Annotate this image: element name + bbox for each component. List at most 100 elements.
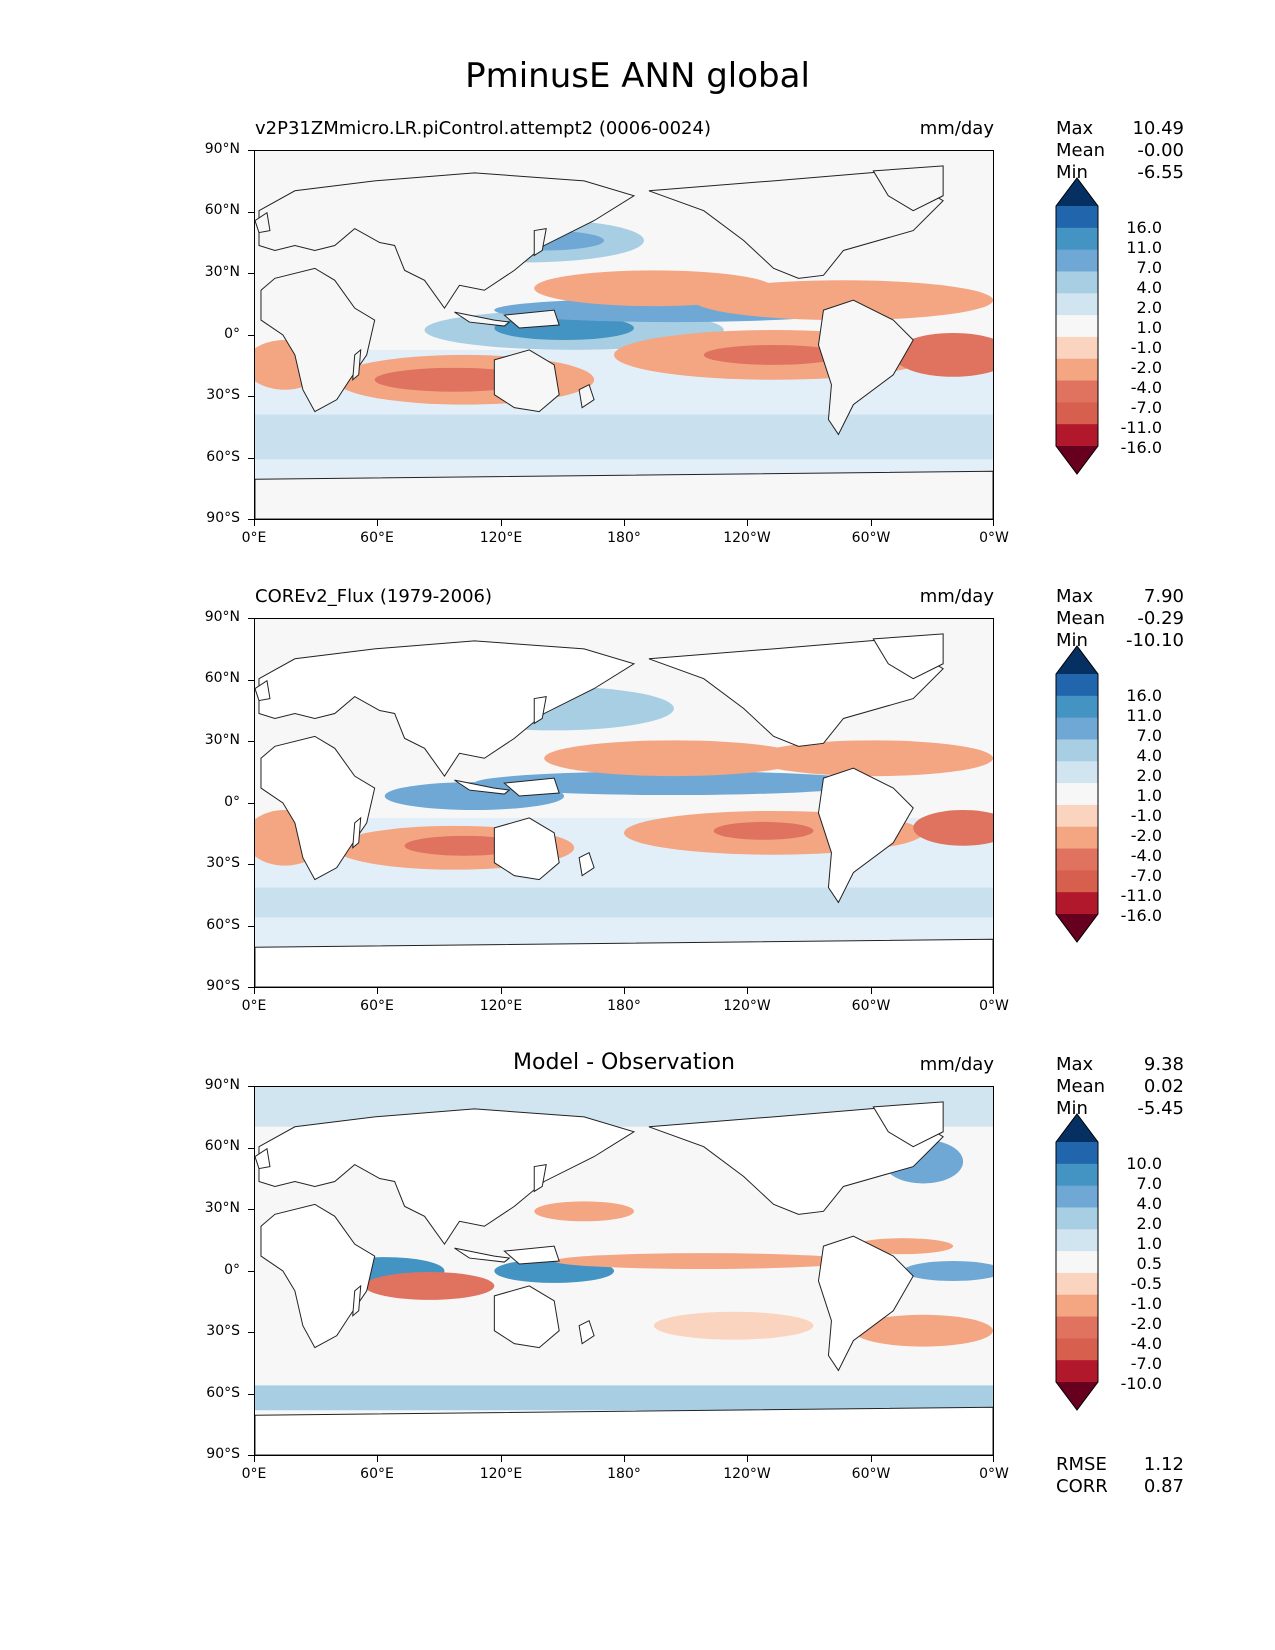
colorbar-label: -4.0	[1130, 1334, 1162, 1353]
x-tick-mark	[254, 1456, 256, 1462]
units-label: mm/day	[919, 118, 994, 139]
panel-observation: COREv2_Flux (1979-2006) mm/day 90°N 60°N…	[0, 586, 1275, 1026]
y-tick-mark	[248, 1455, 254, 1457]
stats-box: Max 9.38 Mean 0.02 Min -5.45	[1056, 1054, 1184, 1120]
colorbar-label: 4.0	[1136, 278, 1162, 297]
y-tick-label: 90°N	[204, 609, 240, 625]
y-tick-mark	[248, 273, 254, 275]
map-observation	[254, 618, 994, 988]
x-tick-label: 60°W	[851, 998, 891, 1014]
stat-value: -10.10	[1125, 630, 1184, 651]
stat-value: 1.12	[1143, 1454, 1184, 1475]
x-tick-label: 60°E	[360, 998, 394, 1014]
x-tick-mark	[871, 1456, 873, 1462]
stat-label: Min	[1056, 162, 1088, 183]
y-tick-label: 30°N	[204, 1200, 240, 1216]
x-tick-mark	[993, 520, 995, 526]
colorbar-label: 2.0	[1136, 1214, 1162, 1233]
x-tick-label: 60°W	[851, 1466, 891, 1482]
x-tick-label: 120°W	[723, 530, 771, 546]
colorbar	[1054, 1112, 1100, 1412]
x-tick-label: 0°E	[241, 530, 267, 546]
s-atlantic-negative	[853, 1314, 993, 1347]
y-tick-mark	[248, 987, 254, 989]
stat-value: 0.87	[1143, 1476, 1184, 1497]
colorbar-bin	[1056, 380, 1098, 403]
colorbar-label: 16.0	[1126, 686, 1162, 705]
y-tick-mark	[248, 741, 254, 743]
colorbar-label: 11.0	[1126, 238, 1162, 257]
colorbar-bin	[1056, 1207, 1098, 1230]
y-tick-label: 90°S	[206, 1446, 240, 1462]
y-tick-mark	[248, 1271, 254, 1273]
colorbar-bin	[1056, 271, 1098, 294]
y-tick-label: 60°N	[204, 1138, 240, 1154]
stat-value: 9.38	[1143, 1054, 1184, 1075]
colorbar-label: -7.0	[1130, 398, 1162, 417]
panel-difference: Model - Observation mm/day 90°N 60°N 30°…	[0, 1050, 1275, 1497]
colorbar-bin	[1056, 206, 1098, 229]
y-tick-label: 90°S	[206, 978, 240, 994]
stat-label: Max	[1056, 118, 1094, 139]
y-tick-mark	[248, 212, 254, 214]
x-tick-mark	[624, 988, 626, 994]
figure-title: PminusE ANN global	[465, 56, 810, 96]
x-tick-mark	[377, 520, 379, 526]
y-tick-mark	[248, 458, 254, 460]
map-difference	[254, 1086, 994, 1456]
n-atlantic-subtropics	[693, 280, 993, 321]
y-tick-mark	[248, 618, 254, 620]
southern-ocean-band	[255, 414, 993, 460]
colorbar-bin	[1056, 358, 1098, 382]
colorbar-bin	[1056, 848, 1098, 871]
colorbar	[1054, 176, 1100, 476]
y-tick-mark	[248, 864, 254, 866]
x-tick-label: 0°W	[979, 530, 1009, 546]
x-tick-mark	[254, 520, 256, 526]
y-tick-mark	[248, 926, 254, 928]
y-tick-label: 0°	[224, 326, 240, 342]
colorbar-label: -16.0	[1120, 438, 1162, 457]
stat-value: -0.29	[1137, 608, 1184, 629]
stat-label: Min	[1056, 1098, 1088, 1119]
colorbar-label: 2.0	[1136, 766, 1162, 785]
southern-ocean-band	[255, 1385, 993, 1411]
colorbar-label: -11.0	[1120, 418, 1162, 437]
colorbar-label: -0.5	[1130, 1274, 1162, 1293]
s-pacific-core	[703, 344, 844, 365]
y-tick-label: 60°N	[204, 202, 240, 218]
y-tick-mark	[248, 1332, 254, 1334]
colorbar-bin	[1056, 1272, 1098, 1296]
panel-title: v2P31ZMmicro.LR.piControl.attempt2 (0006…	[255, 118, 711, 139]
n-atlantic-subtropics	[753, 740, 993, 777]
s-atlantic-core	[913, 809, 993, 846]
colorbar-label: 0.5	[1136, 1254, 1162, 1273]
s-pacific-negative	[653, 1311, 814, 1340]
colorbar-outline	[1055, 177, 1099, 475]
colorbar-bin	[1056, 1163, 1098, 1187]
colorbar-label: -1.0	[1130, 338, 1162, 357]
x-tick-label: 120°E	[479, 530, 523, 546]
x-tick-mark	[747, 1456, 749, 1462]
x-tick-label: 0°W	[979, 998, 1009, 1014]
units-label: mm/day	[919, 1054, 994, 1075]
stat-label: Max	[1056, 1054, 1094, 1075]
stats-box: Max 10.49 Mean -0.00 Min -6.55	[1056, 118, 1184, 184]
x-tick-label: 180°	[607, 998, 641, 1014]
colorbar	[1054, 644, 1100, 944]
colorbar-svg	[1055, 177, 1099, 475]
colorbar-bin	[1056, 826, 1098, 850]
colorbar-outline	[1055, 645, 1099, 943]
colorbar-bin	[1056, 424, 1098, 447]
fit-stats-box: RMSE 1.12 CORR 0.87	[1056, 1454, 1184, 1498]
x-tick-label: 120°E	[479, 998, 523, 1014]
colorbar-label: 7.0	[1136, 726, 1162, 745]
y-tick-label: 0°	[224, 794, 240, 810]
stat-label: Min	[1056, 630, 1088, 651]
x-tick-mark	[254, 988, 256, 994]
x-tick-mark	[624, 520, 626, 526]
s-pacific-core	[713, 821, 814, 840]
x-tick-label: 0°W	[979, 1466, 1009, 1482]
s-atlantic-core	[893, 333, 993, 377]
colorbar-bin	[1056, 804, 1098, 828]
